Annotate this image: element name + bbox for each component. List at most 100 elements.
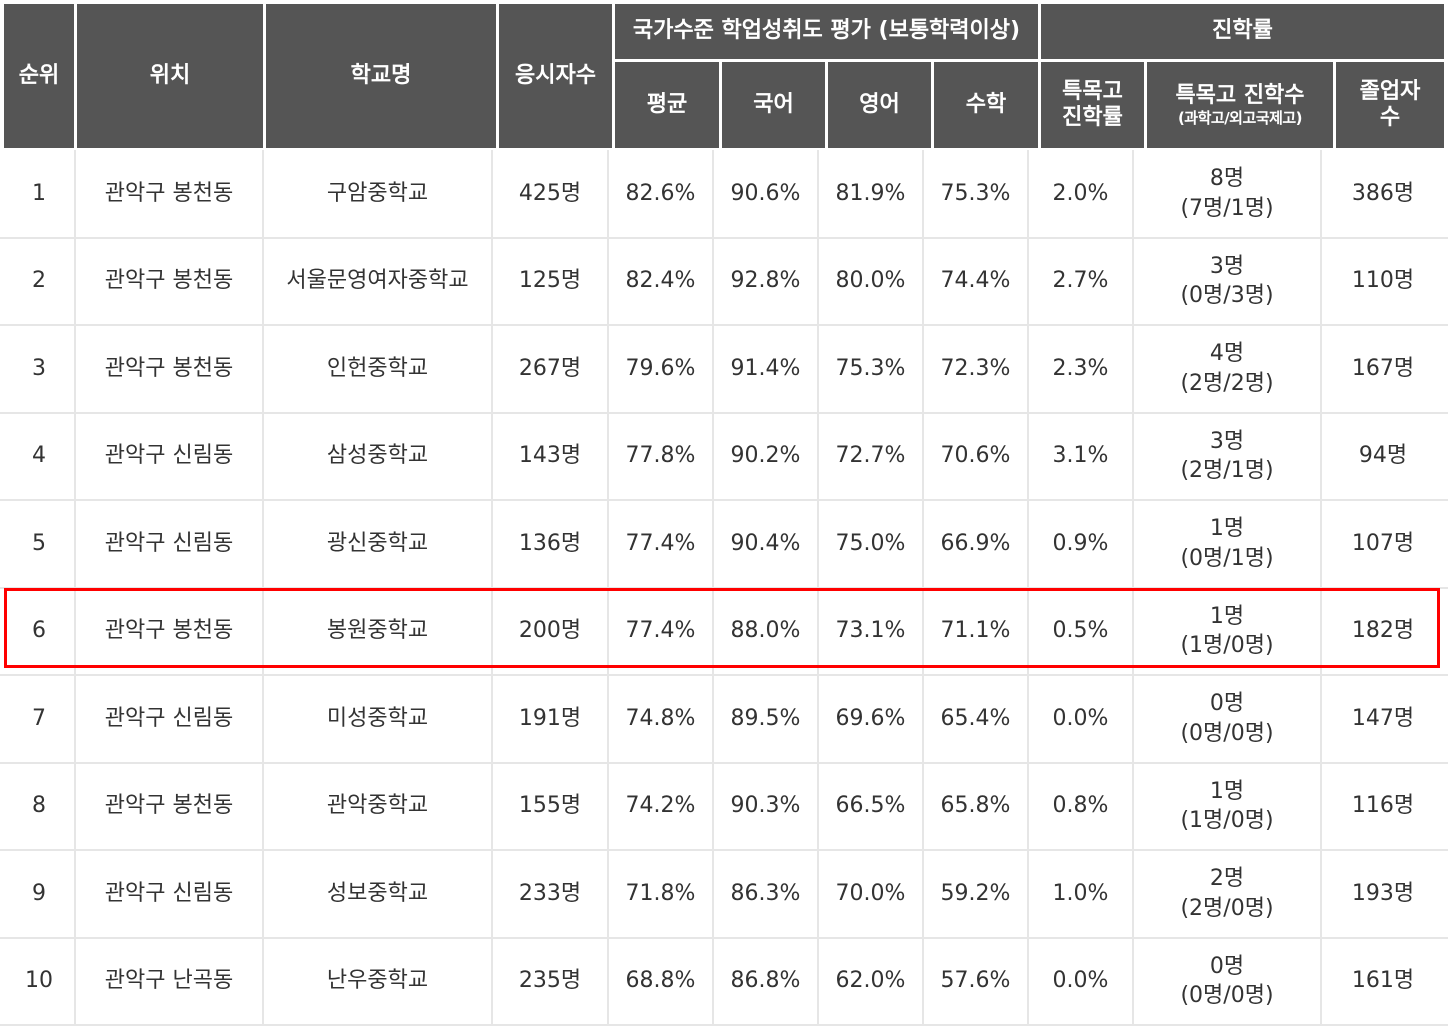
cell-examinees: 425명 bbox=[518, 180, 582, 206]
cell-rank: 8 bbox=[32, 793, 46, 819]
cell-korean: 90.3% bbox=[730, 793, 801, 819]
special-count-total: 1명 bbox=[1209, 603, 1245, 629]
cell-special-count: 0명 (0명/0명) bbox=[1134, 675, 1320, 763]
cell-special-count: 2명 (2명/0명) bbox=[1134, 850, 1320, 938]
special-count-detail: (1명/0명) bbox=[1180, 808, 1274, 834]
cell-examinees: 233명 bbox=[518, 880, 582, 906]
cell-school: 난우중학교 bbox=[326, 968, 429, 994]
cell-avg: 82.6% bbox=[625, 180, 696, 206]
cell-location: 관악구 신림동 bbox=[104, 880, 234, 906]
cell-location: 관악구 봉천동 bbox=[104, 355, 234, 381]
cell-location: 관악구 신림동 bbox=[104, 705, 234, 731]
cell-school: 성보중학교 bbox=[326, 880, 429, 906]
header-math: 수학 bbox=[934, 62, 1038, 148]
cell-special-rate: 0.0% bbox=[1052, 968, 1109, 994]
header-special-count-sub: (과학고/외고국제고) bbox=[1177, 109, 1303, 128]
special-count-detail: (2명/0명) bbox=[1180, 895, 1274, 921]
special-count-total: 3명 bbox=[1209, 428, 1245, 454]
cell-math: 59.2% bbox=[940, 880, 1011, 906]
special-count-detail: (0명/0명) bbox=[1180, 720, 1274, 746]
cell-location: 관악구 봉천동 bbox=[104, 180, 234, 206]
header-special-rate-line2: 진학률 bbox=[1062, 105, 1123, 130]
cell-korean: 89.5% bbox=[730, 705, 801, 731]
cell-school: 관악중학교 bbox=[326, 793, 429, 819]
cell-rank: 4 bbox=[32, 443, 46, 469]
cell-english: 69.6% bbox=[835, 705, 906, 731]
row-divider bbox=[0, 849, 1448, 851]
special-count-detail: (0명/1명) bbox=[1180, 545, 1274, 571]
header-examinees: 응시자수 bbox=[499, 4, 612, 148]
special-count-total: 1명 bbox=[1209, 516, 1245, 542]
cell-special-rate: 2.7% bbox=[1052, 268, 1109, 294]
cell-special-rate: 0.8% bbox=[1052, 793, 1109, 819]
cell-examinees: 143명 bbox=[518, 443, 582, 469]
cell-avg: 77.4% bbox=[625, 618, 696, 644]
cell-special-count: 1명 (0명/1명) bbox=[1134, 500, 1320, 588]
cell-examinees: 155명 bbox=[518, 793, 582, 819]
cell-english: 75.0% bbox=[835, 530, 906, 556]
special-count-total: 0명 bbox=[1209, 691, 1245, 717]
cell-school: 광신중학교 bbox=[326, 530, 429, 556]
cell-math: 66.9% bbox=[940, 530, 1011, 556]
cell-rank: 6 bbox=[32, 618, 46, 644]
special-count-detail: (0명/0명) bbox=[1180, 983, 1274, 1009]
cell-avg: 74.2% bbox=[625, 793, 696, 819]
special-count-detail: (2명/1명) bbox=[1180, 458, 1274, 484]
cell-math: 74.4% bbox=[940, 268, 1011, 294]
cell-english: 75.3% bbox=[835, 355, 906, 381]
cell-graduates: 107명 bbox=[1351, 530, 1415, 556]
cell-english: 80.0% bbox=[835, 268, 906, 294]
cell-korean: 90.4% bbox=[730, 530, 801, 556]
header-advancement-group: 진학률 bbox=[1041, 4, 1444, 59]
cell-special-rate: 2.0% bbox=[1052, 180, 1109, 206]
special-count-total: 8명 bbox=[1209, 166, 1245, 192]
cell-avg: 77.4% bbox=[625, 530, 696, 556]
header-rank: 순위 bbox=[4, 4, 74, 148]
cell-graduates: 386명 bbox=[1351, 180, 1415, 206]
special-count-detail: (0명/3명) bbox=[1180, 283, 1274, 309]
cell-avg: 68.8% bbox=[625, 968, 696, 994]
cell-graduates: 167명 bbox=[1351, 355, 1415, 381]
header-english: 영어 bbox=[828, 62, 931, 148]
cell-rank: 3 bbox=[32, 355, 46, 381]
cell-korean: 90.2% bbox=[730, 443, 801, 469]
cell-english: 72.7% bbox=[835, 443, 906, 469]
cell-examinees: 235명 bbox=[518, 968, 582, 994]
cell-special-rate: 0.0% bbox=[1052, 705, 1109, 731]
cell-special-count: 0명 (0명/0명) bbox=[1134, 938, 1320, 1026]
cell-location: 관악구 신림동 bbox=[104, 443, 234, 469]
cell-examinees: 267명 bbox=[518, 355, 582, 381]
cell-graduates: 161명 bbox=[1351, 968, 1415, 994]
cell-graduates: 193명 bbox=[1351, 880, 1415, 906]
special-count-total: 1명 bbox=[1209, 778, 1245, 804]
cell-location: 관악구 봉천동 bbox=[104, 268, 234, 294]
row-divider bbox=[0, 1024, 1448, 1026]
cell-school: 미성중학교 bbox=[326, 705, 429, 731]
cell-special-count: 1명 (1명/0명) bbox=[1134, 763, 1320, 851]
cell-rank: 7 bbox=[32, 705, 46, 731]
header-special-rate-line1: 특목고 bbox=[1062, 78, 1123, 104]
cell-special-rate: 2.3% bbox=[1052, 355, 1109, 381]
row-divider bbox=[0, 674, 1448, 676]
cell-english: 66.5% bbox=[835, 793, 906, 819]
special-count-detail: (7명/1명) bbox=[1180, 195, 1274, 221]
cell-examinees: 136명 bbox=[518, 530, 582, 556]
special-count-total: 0명 bbox=[1209, 953, 1245, 979]
cell-school: 삼성중학교 bbox=[326, 443, 429, 469]
cell-korean: 88.0% bbox=[730, 618, 801, 644]
cell-rank: 9 bbox=[32, 880, 46, 906]
cell-english: 62.0% bbox=[835, 968, 906, 994]
cell-graduates: 110명 bbox=[1351, 268, 1415, 294]
cell-special-count: 3명 (0명/3명) bbox=[1134, 238, 1320, 326]
cell-math: 65.8% bbox=[940, 793, 1011, 819]
cell-english: 81.9% bbox=[835, 180, 906, 206]
cell-location: 관악구 신림동 bbox=[104, 530, 234, 556]
cell-korean: 90.6% bbox=[730, 180, 801, 206]
cell-avg: 82.4% bbox=[625, 268, 696, 294]
cell-graduates: 116명 bbox=[1351, 793, 1415, 819]
cell-examinees: 200명 bbox=[518, 618, 582, 644]
cell-location: 관악구 봉천동 bbox=[104, 618, 234, 644]
special-count-detail: (2명/2명) bbox=[1180, 370, 1274, 396]
cell-avg: 74.8% bbox=[625, 705, 696, 731]
cell-korean: 86.8% bbox=[730, 968, 801, 994]
